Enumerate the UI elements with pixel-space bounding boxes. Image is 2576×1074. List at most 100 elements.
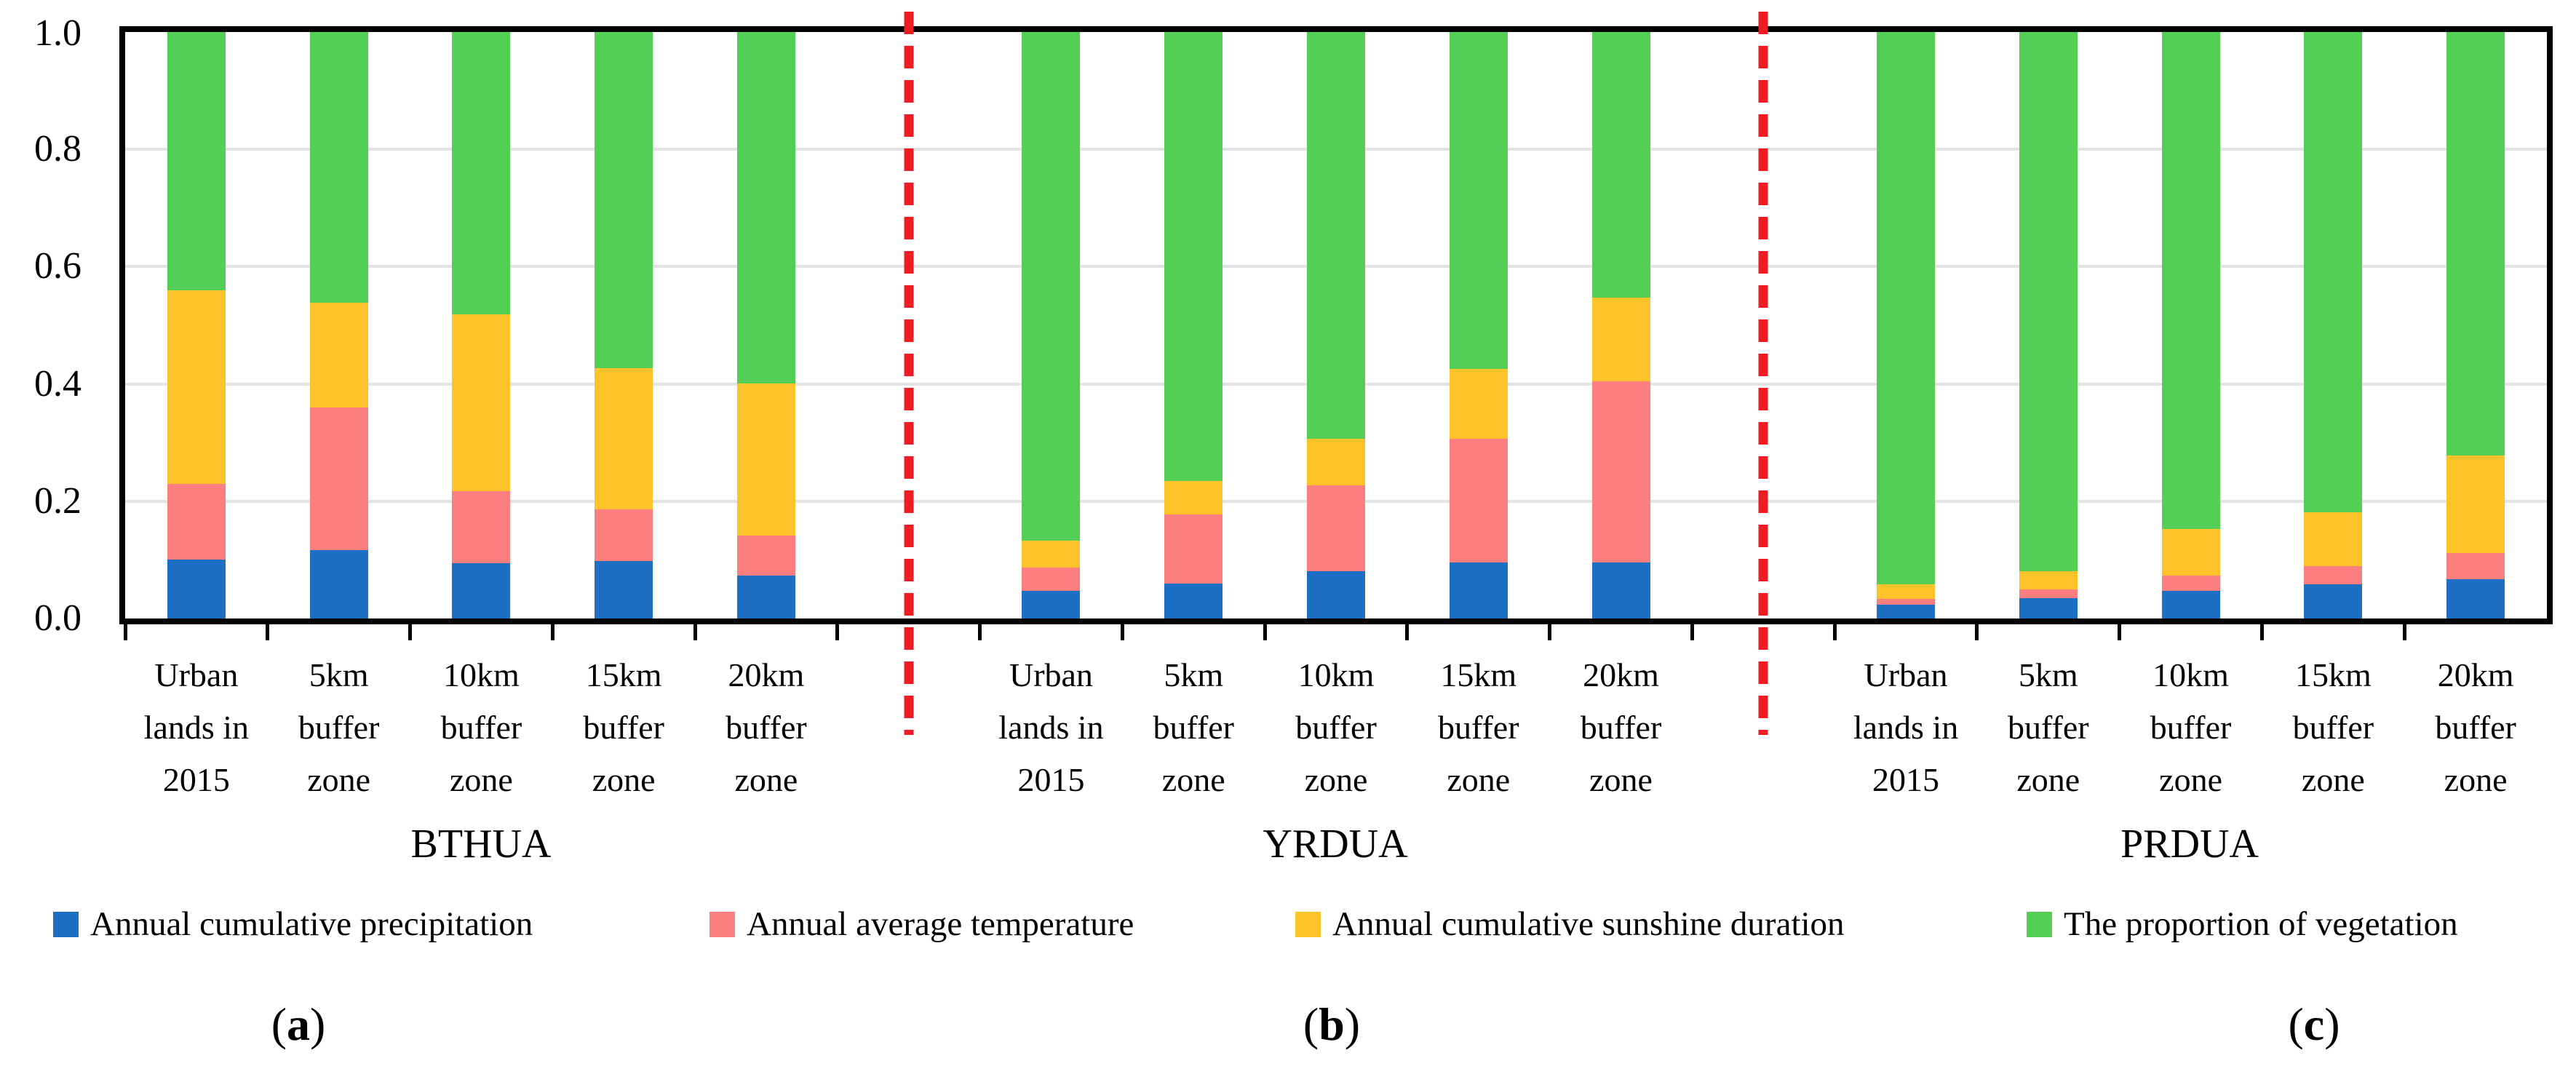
- x-category-label: 10km buffer zone: [2150, 649, 2232, 806]
- bar-segment-sunshine: [1449, 369, 1508, 439]
- x-category-label-line: buffer: [726, 709, 807, 746]
- y-axis-tick-label: 0.8: [34, 128, 82, 170]
- x-category-label-line: 5km: [309, 656, 369, 693]
- bar-segment-sunshine: [736, 383, 795, 536]
- group-label-prdua: PRDUA: [2120, 822, 2259, 867]
- bar-prdua-urban-lands-in-2015: [1877, 32, 1936, 618]
- x-category-label-line: buffer: [2292, 709, 2374, 746]
- x-category-label-line: 5km: [2018, 656, 2078, 693]
- x-category-label: Urban lands in 2015: [144, 649, 249, 806]
- bar-yrdua-15km-buffer-zone: [1449, 32, 1508, 618]
- x-category-label-line: 20km: [1583, 656, 1659, 693]
- x-category-label-line: 2015: [1872, 761, 1940, 798]
- plot-inner: [125, 32, 2547, 618]
- legend-label: Annual cumulative precipitation: [90, 905, 533, 943]
- bar-segment-precipitation: [595, 561, 653, 618]
- x-category-label-line: buffer: [298, 709, 380, 746]
- x-category-label-line: 2015: [162, 761, 230, 798]
- y-axis-tick-label: 0.2: [34, 480, 82, 522]
- y-axis-tick-label: 0.6: [34, 245, 82, 287]
- temperature-swatch-icon: [709, 911, 735, 937]
- bar-segment-temperature: [1877, 598, 1936, 605]
- x-category-label: 10km buffer zone: [441, 649, 522, 806]
- x-axis-tick: [2118, 624, 2122, 640]
- x-category-label-line: lands in: [998, 709, 1104, 746]
- vegetation-swatch-icon: [2027, 911, 2052, 937]
- x-category-label-line: 15km: [585, 656, 662, 693]
- x-category-label-line: buffer: [2150, 709, 2232, 746]
- bar-segment-vegetation: [309, 32, 368, 303]
- bar-segment-sunshine: [2161, 528, 2220, 576]
- x-category-label: Urban lands in 2015: [1853, 649, 1958, 806]
- x-axis-tick: [693, 624, 697, 640]
- x-category-label-line: 2015: [1017, 761, 1085, 798]
- x-category-label: 20km buffer zone: [726, 649, 807, 806]
- bar-segment-vegetation: [1449, 32, 1508, 370]
- x-category-label-line: zone: [2444, 761, 2508, 798]
- bar-bthua-15km-buffer-zone: [595, 32, 653, 618]
- x-category-label: 20km buffer zone: [1581, 649, 1662, 806]
- bar-segment-vegetation: [167, 32, 226, 290]
- bar-segment-precipitation: [1449, 562, 1508, 618]
- bar-yrdua-10km-buffer-zone: [1307, 32, 1365, 618]
- bar-yrdua-20km-buffer-zone: [1591, 32, 1650, 618]
- bar-segment-vegetation: [1591, 32, 1650, 298]
- sunshine-swatch-icon: [1295, 911, 1321, 937]
- bar-segment-temperature: [1022, 567, 1081, 592]
- x-axis-tick: [1263, 624, 1267, 640]
- x-category-label-line: Urban: [1864, 656, 1948, 693]
- x-category-label: 15km buffer zone: [583, 649, 664, 806]
- bar-segment-precipitation: [2019, 597, 2078, 618]
- precipitation-swatch-icon: [53, 911, 79, 937]
- bar-segment-vegetation: [2446, 32, 2505, 456]
- group-divider-line: [904, 12, 914, 735]
- bar-bthua-5km-buffer-zone: [309, 32, 368, 618]
- bar-segment-sunshine: [2304, 512, 2363, 567]
- x-category-label-line: buffer: [1295, 709, 1377, 746]
- bar-segment-temperature: [452, 491, 511, 564]
- x-category-label: 15km buffer zone: [1438, 649, 1519, 806]
- x-category-label-line: zone: [2016, 761, 2080, 798]
- bar-segment-vegetation: [595, 32, 653, 368]
- bar-segment-sunshine: [1591, 298, 1650, 382]
- bar-bthua-10km-buffer-zone: [452, 32, 511, 618]
- bar-segment-precipitation: [1591, 562, 1650, 618]
- bar-segment-temperature: [736, 536, 795, 576]
- x-axis-tick: [550, 624, 554, 640]
- bar-segment-sunshine: [309, 302, 368, 407]
- bar-segment-temperature: [1307, 485, 1365, 571]
- group-label-bthua: BTHUA: [410, 822, 552, 867]
- legend-label: Annual average temperature: [747, 905, 1134, 943]
- x-category-label-line: 20km: [2437, 656, 2514, 693]
- bar-segment-temperature: [2019, 589, 2078, 598]
- bar-segment-temperature: [309, 407, 368, 550]
- bar-segment-precipitation: [2161, 591, 2220, 618]
- bar-segment-precipitation: [452, 563, 511, 618]
- y-axis-tick-label: 0.0: [34, 597, 82, 639]
- x-category-label-line: zone: [1304, 761, 1368, 798]
- bar-prdua-15km-buffer-zone: [2304, 32, 2363, 618]
- x-category-label-line: lands in: [143, 709, 250, 746]
- x-category-label-line: zone: [307, 761, 371, 798]
- bar-segment-sunshine: [167, 290, 226, 484]
- bar-segment-temperature: [595, 509, 653, 562]
- x-axis-tick: [1405, 624, 1410, 640]
- bar-segment-precipitation: [1307, 570, 1365, 618]
- bar-segment-sunshine: [1022, 540, 1081, 568]
- legend-item-precipitation: Annual cumulative precipitation: [53, 905, 533, 943]
- x-category-label-line: zone: [449, 761, 513, 798]
- bar-bthua-20km-buffer-zone: [736, 32, 795, 618]
- y-axis-tick-label: 0.4: [34, 363, 82, 405]
- x-axis-tick: [123, 624, 127, 640]
- x-axis-tick: [1120, 624, 1124, 640]
- bar-segment-temperature: [1449, 438, 1508, 562]
- bar-segment-precipitation: [1022, 591, 1081, 618]
- bar-segment-sunshine: [2446, 455, 2505, 553]
- bar-segment-temperature: [1164, 514, 1223, 584]
- bar-segment-precipitation: [2304, 584, 2363, 618]
- x-category-label-line: 5km: [1164, 656, 1224, 693]
- x-axis-tick: [408, 624, 413, 640]
- x-category-label-line: zone: [2301, 761, 2365, 798]
- y-axis-tick-label: 1.0: [34, 12, 82, 54]
- bar-segment-vegetation: [1307, 32, 1365, 439]
